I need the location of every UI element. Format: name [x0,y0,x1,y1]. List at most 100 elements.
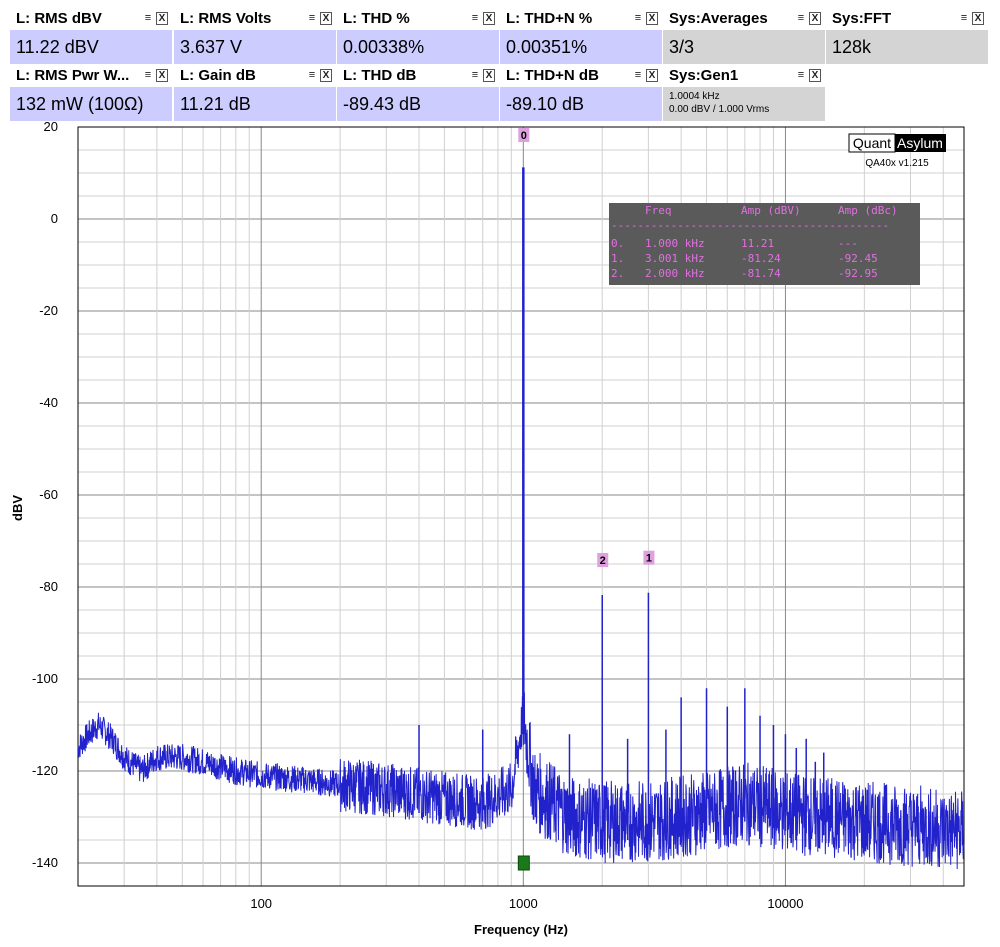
tile-value: -89.10 dB [506,94,585,114]
tile-buttons: ≡ X [632,69,658,82]
tile-body: 0.00338% [337,30,499,64]
table-cell: 2.000 kHz [645,267,705,280]
readout-tile: L: Gain dB ≡ X 11.21 dB [174,65,336,121]
logo-right-text: Asylum [897,135,943,151]
table-header: Amp (dBV) [741,204,801,217]
menu-icon[interactable]: ≡ [634,69,642,81]
tile-buttons: ≡ X [142,12,168,25]
readout-tile: L: RMS dBV ≡ X 11.22 dBV [10,8,172,64]
logo-left-text: Quant [853,135,891,151]
table-cell: 3.001 kHz [645,252,705,265]
y-tick-label: -120 [32,763,58,778]
tile-title: L: RMS Volts [180,10,272,27]
menu-icon[interactable]: ≡ [308,12,316,24]
table-separator: ----------------------------------------… [611,219,889,232]
gen-level: 0.00 dBV / 1.000 Vrms [669,104,770,115]
table-cell: -92.45 [838,252,878,265]
table-cell: -92.95 [838,267,878,280]
x-axis-title: Frequency (Hz) [474,922,568,937]
x-tick-label: 1000 [509,896,538,911]
x-tick-label: 100 [250,896,272,911]
menu-icon[interactable]: ≡ [797,69,805,81]
tile-title: L: THD dB [343,67,417,84]
close-icon[interactable]: X [483,12,495,25]
harmonic-table: Freq Amp (dBV) Amp (dBc)------------------… [609,203,920,285]
tile-value: 3.637 V [180,37,243,57]
readout-tile: L: THD+N dB ≡ X -89.10 dB [500,65,662,121]
menu-icon[interactable]: ≡ [471,69,479,81]
close-icon[interactable]: X [809,12,821,25]
table-cell: --- [838,237,858,250]
menu-icon[interactable]: ≡ [960,12,968,24]
logo-version: QA40x v1.215 [865,158,929,169]
tile-header: Sys:Averages ≡ X [663,8,825,30]
logo: Quant Asylum QA40x v1.215 [848,133,946,169]
y-tick-label: -140 [32,855,58,870]
tile-body: 11.21 dB [174,87,336,121]
readout-tile: L: THD % ≡ X 0.00338% [337,8,499,64]
close-icon[interactable]: X [156,69,168,82]
close-icon[interactable]: X [320,69,332,82]
y-tick-label: 0 [51,211,58,226]
tile-value: 0.00338% [343,37,425,57]
readout-tile: Sys:Averages ≡ X 3/3 [663,8,825,64]
tile-value: 11.22 dBV [16,37,99,57]
tile-value: -89.43 dB [343,94,422,114]
tile-header: L: THD % ≡ X [337,8,499,30]
tile-body: 11.22 dBV [10,30,172,64]
logo-right-box [895,134,946,152]
table-cell: 2. [611,267,624,280]
close-icon[interactable]: X [809,69,821,82]
tile-title: L: Gain dB [180,67,256,84]
tile-buttons: ≡ X [632,12,658,25]
y-tick-label: -80 [39,579,58,594]
y-axis-ticks: 20 0 -20 -40 -60 -80 -100 -120 -140 [32,119,58,870]
tile-header: L: THD dB ≡ X [337,65,499,87]
tile-header: L: RMS Volts ≡ X [174,8,336,30]
y-tick-label: -40 [39,395,58,410]
y-tick-label: 20 [44,119,58,134]
tile-buttons: ≡ X [306,12,332,25]
readout-tile: L: THD dB ≡ X -89.43 dB [337,65,499,121]
menu-icon[interactable]: ≡ [634,12,642,24]
close-icon[interactable]: X [483,69,495,82]
table-header: Amp (dBc) [838,204,898,217]
cursor-box [517,855,530,871]
close-icon[interactable]: X [156,12,168,25]
peak-marker-label: 2 [600,555,606,567]
table-cell: -81.74 [741,267,781,280]
tile-body: 128k [826,30,988,64]
readout-tile: L: THD+N % ≡ X 0.00351% [500,8,662,64]
close-icon[interactable]: X [646,12,658,25]
tile-body: 1.0004 kHz 0.00 dBV / 1.000 Vrms [663,87,825,121]
x-axis-ticks: 100 1000 10000 [250,896,803,911]
y-tick-label: -100 [32,671,58,686]
table-header: Freq [645,204,672,217]
close-icon[interactable]: X [646,69,658,82]
menu-icon[interactable]: ≡ [144,12,152,24]
harmonic-table-bg [609,203,920,285]
menu-icon[interactable]: ≡ [471,12,479,24]
menu-icon[interactable]: ≡ [797,12,805,24]
harmonic-markers: 0 1 2 [518,128,655,568]
readout-tile: Sys:Gen1 ≡ X 1.0004 kHz 0.00 dBV / 1.000 Vrm… [663,65,825,121]
tile-value: 128k [832,37,872,57]
menu-icon[interactable]: ≡ [144,69,152,81]
tile-value: 3/3 [669,37,695,57]
tile-buttons: ≡ X [795,69,821,82]
tile-header: L: RMS dBV ≡ X [10,8,172,30]
tile-header: L: THD+N dB ≡ X [500,65,662,87]
plot-frame [77,126,965,887]
tile-header: L: THD+N % ≡ X [500,8,662,30]
menu-icon[interactable]: ≡ [308,69,316,81]
tile-header: Sys:FFT ≡ X [826,8,988,30]
y-tick-label: -60 [39,487,58,502]
close-icon[interactable]: X [972,12,984,25]
peak-marker-box [518,128,530,142]
tile-buttons: ≡ X [469,12,495,25]
y-axis-title: dBV [10,495,25,521]
close-icon[interactable]: X [320,12,332,25]
table-cell: 1. [611,252,624,265]
tile-title: L: RMS Pwr W... [16,67,130,84]
x-tick-label: 10000 [767,896,803,911]
